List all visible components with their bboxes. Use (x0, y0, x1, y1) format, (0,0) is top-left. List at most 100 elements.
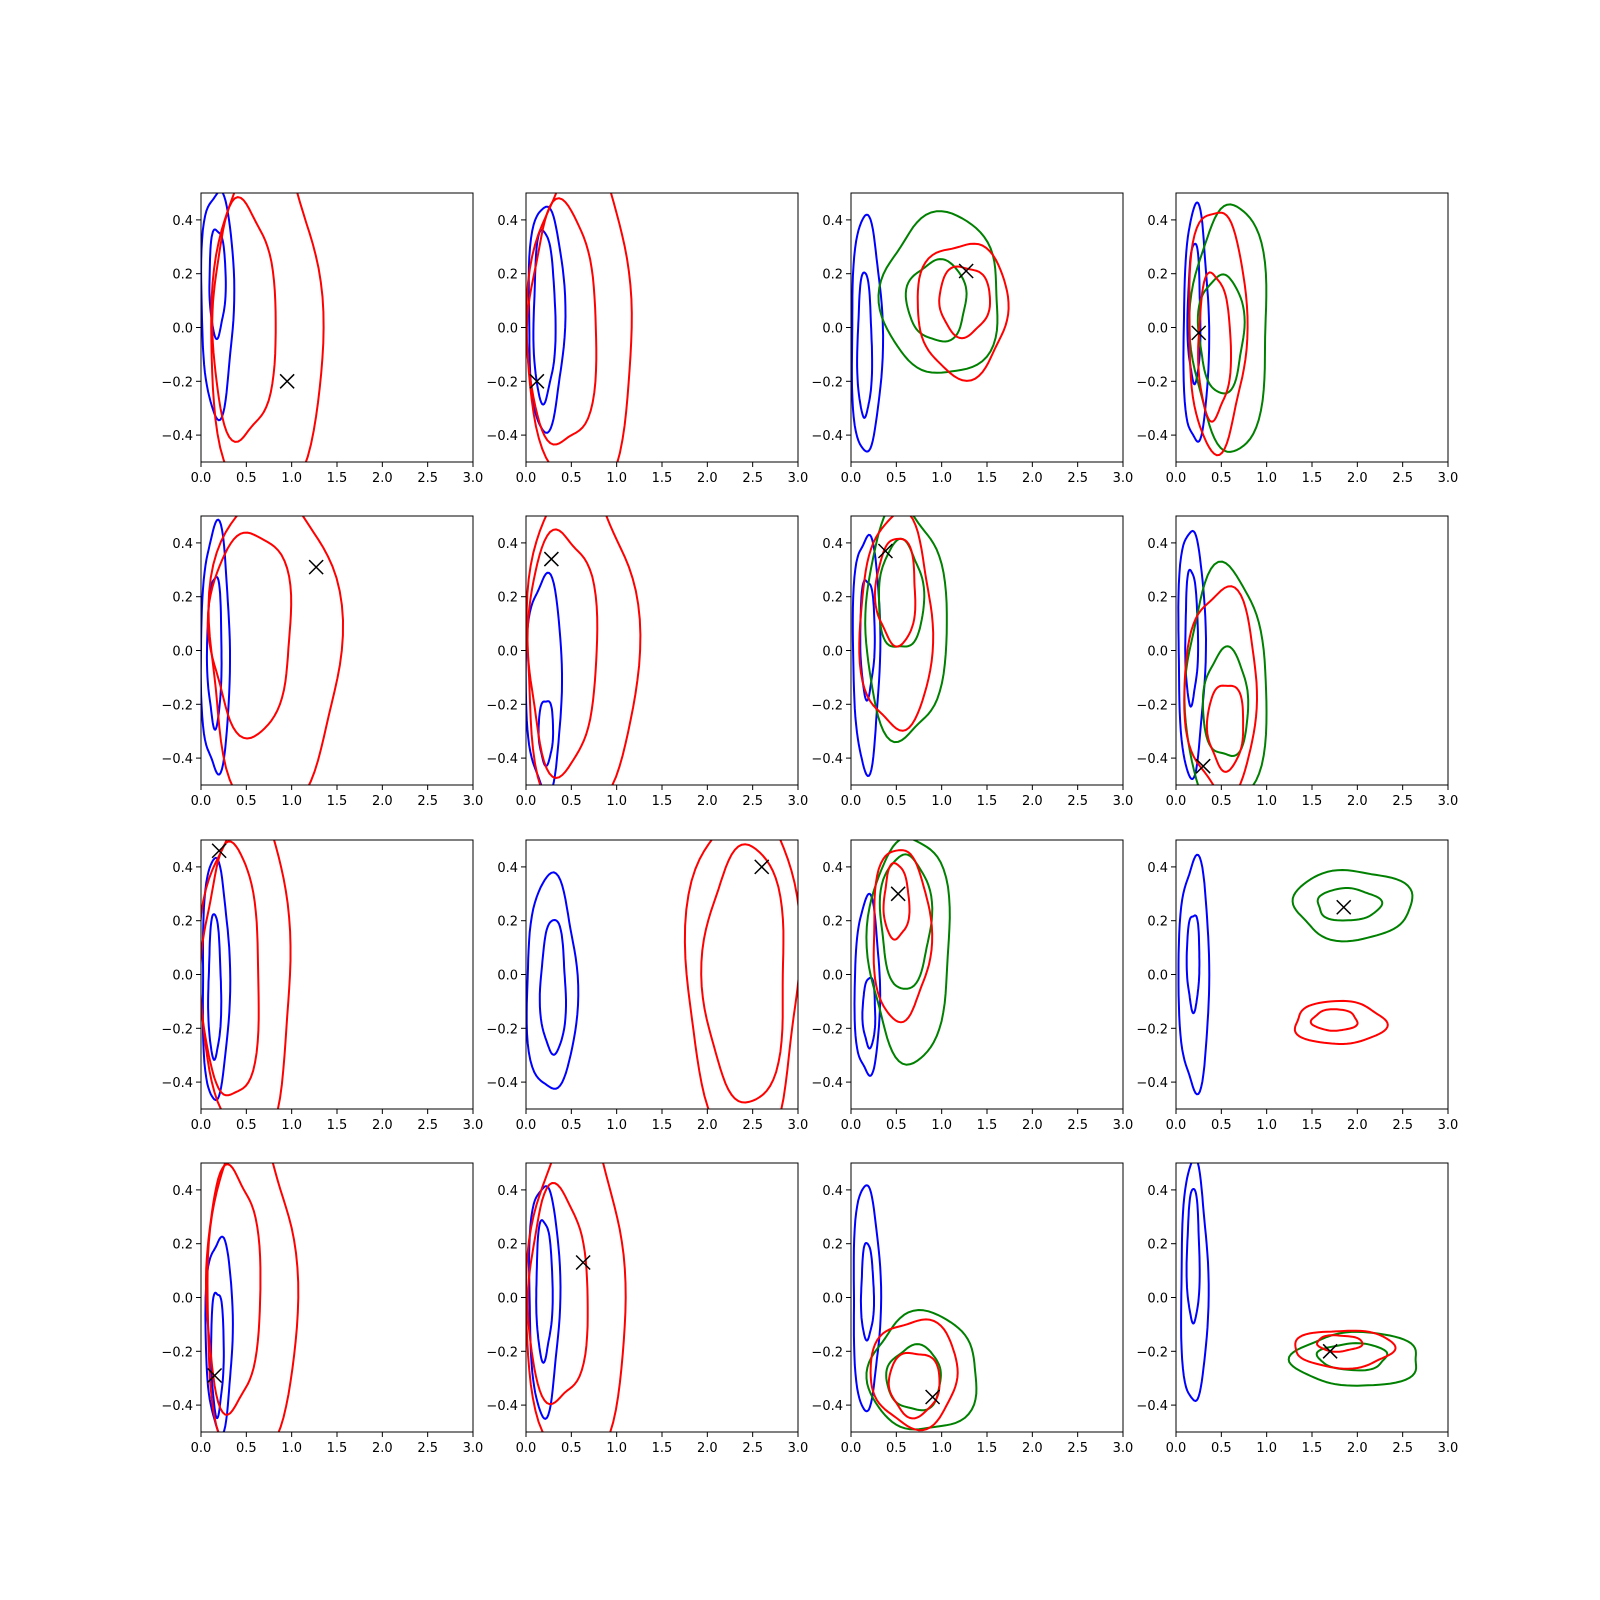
contour-blue (538, 919, 567, 1056)
subplot-2-1: 0.0 0.5 1.0 1.5 2.0 2.5 3.0 −0.4 −0.2 0.0 0.2 0.4 (161, 515, 483, 809)
y-tick-label: −0.4 (161, 429, 193, 444)
contour-red (700, 843, 785, 1104)
contour-blue (537, 700, 555, 768)
y-tick-label: 0.2 (822, 915, 843, 930)
y-tick-label: −0.4 (1136, 1076, 1168, 1091)
contour-red (1183, 585, 1258, 785)
x-marker (308, 559, 324, 575)
x-tick-label: 0.0 (1166, 471, 1187, 486)
contour-blue (851, 213, 885, 453)
subplot-2-4: 0.0 0.5 1.0 1.5 2.0 2.5 3.0 −0.4 −0.2 0.0 0.2 0.4 (1136, 515, 1458, 809)
x-marker (1336, 899, 1352, 915)
y-tick-label: 0.2 (172, 915, 193, 930)
x-tick-label: 0.5 (236, 1441, 257, 1456)
axes-frame (1175, 192, 1449, 463)
contour-green (877, 210, 999, 374)
subplot-1-1: 0.0 0.5 1.0 1.5 2.0 2.5 3.0 −0.4 −0.2 0.0 0.2 0.4 (161, 192, 484, 486)
y-tick-label: 0.0 (822, 1292, 843, 1307)
contour-red (526, 1182, 589, 1406)
y-tick-label: −0.2 (486, 1345, 518, 1360)
y-tick-label: −0.2 (1136, 1345, 1168, 1360)
x-marker (890, 886, 906, 902)
x-tick-label: 1.0 (931, 471, 952, 486)
contour-red (207, 516, 344, 785)
x-tick-label: 1.0 (606, 794, 627, 809)
y-tick-label: 0.4 (497, 861, 518, 876)
y-tick-label: −0.2 (486, 375, 518, 390)
x-tick-label: 0.0 (191, 794, 212, 809)
contour-blue (535, 1219, 554, 1364)
x-tick-label: 2.5 (1067, 1118, 1088, 1133)
x-tick-label: 1.0 (281, 1441, 302, 1456)
x-tick-label: 1.5 (652, 471, 673, 486)
contour-blue (532, 229, 557, 406)
axes-frame (200, 1162, 474, 1433)
contour-red (201, 840, 260, 1097)
contour-group (526, 516, 642, 785)
y-tick-label: 0.4 (1147, 861, 1168, 876)
y-tick-label: 0.4 (1147, 1184, 1168, 1199)
contour-blue (1180, 1163, 1210, 1402)
x-tick-label: 1.5 (327, 1441, 348, 1456)
x-tick-label: 2.0 (1022, 1118, 1043, 1133)
x-tick-label: 0.5 (561, 794, 582, 809)
contour-blue (1185, 1188, 1201, 1325)
x-tick-label: 1.5 (977, 471, 998, 486)
x-tick-label: 2.5 (1392, 1118, 1413, 1133)
contour-blue (859, 1242, 875, 1342)
axes-frame (1175, 1162, 1449, 1433)
contour-blue (1185, 914, 1201, 1015)
x-tick-label: 2.0 (372, 1441, 393, 1456)
x-tick-label: 2.0 (1347, 1118, 1368, 1133)
contour-red (869, 1318, 959, 1432)
y-tick-label: −0.4 (161, 1076, 193, 1091)
y-tick-label: −0.2 (1136, 1022, 1168, 1037)
contour-green (1287, 1330, 1418, 1387)
x-tick-label: 1.0 (1256, 1441, 1277, 1456)
y-tick-label: 0.0 (172, 645, 193, 660)
contour-group (201, 516, 344, 785)
y-tick-label: 0.0 (497, 969, 518, 984)
contour-red (1309, 1008, 1359, 1032)
x-tick-label: 2.5 (742, 1441, 763, 1456)
x-tick-label: 0.0 (191, 471, 212, 486)
x-tick-label: 2.0 (1347, 1441, 1368, 1456)
contour-group (201, 840, 292, 1109)
x-tick-label: 1.0 (1256, 794, 1277, 809)
x-tick-label: 2.5 (1392, 794, 1413, 809)
y-tick-label: 0.2 (1147, 268, 1168, 283)
contour-red (683, 840, 798, 1109)
x-tick-label: 2.5 (742, 1118, 763, 1133)
y-tick-label: −0.2 (1136, 698, 1168, 713)
contour-red (201, 840, 292, 1109)
subplot-4-3: 0.0 0.5 1.0 1.5 2.0 2.5 3.0 −0.4 −0.2 0.0 0.2 0.4 (811, 1162, 1133, 1456)
y-tick-label: 0.2 (822, 591, 843, 606)
y-tick-label: 0.2 (497, 591, 518, 606)
x-tick-label: 2.5 (417, 471, 438, 486)
y-tick-label: −0.2 (161, 1345, 193, 1360)
y-tick-label: 0.0 (822, 969, 843, 984)
y-tick-label: 0.4 (497, 537, 518, 552)
x-tick-label: 1.0 (281, 794, 302, 809)
x-tick-label: 0.0 (841, 794, 862, 809)
subplot-4-2: 0.0 0.5 1.0 1.5 2.0 2.5 3.0 −0.4 −0.2 0.0 0.2 0.4 (486, 1162, 808, 1456)
contour-blue (201, 856, 232, 1101)
x-tick-label: 2.0 (697, 1441, 718, 1456)
y-tick-label: −0.4 (811, 1076, 843, 1091)
subplot-4-4: 0.0 0.5 1.0 1.5 2.0 2.5 3.0 −0.4 −0.2 0.0 0.2 0.4 (1136, 1162, 1458, 1456)
contour-group (1177, 853, 1414, 1096)
x-tick-label: 3.0 (788, 794, 809, 809)
y-tick-label: 0.0 (1147, 969, 1168, 984)
x-tick-label: 2.5 (417, 794, 438, 809)
y-tick-label: 0.0 (822, 322, 843, 337)
x-tick-label: 1.0 (606, 1118, 627, 1133)
y-tick-label: 0.4 (1147, 537, 1168, 552)
axes-frame (200, 839, 474, 1110)
y-tick-label: 0.0 (172, 969, 193, 984)
y-tick-label: −0.2 (811, 1022, 843, 1037)
x-tick-label: 3.0 (463, 471, 484, 486)
subplot-1-3: 0.0 0.5 1.0 1.5 2.0 2.5 3.0 −0.4 −0.2 0.0 0.2 0.4 (811, 192, 1133, 486)
contour-red (1188, 211, 1249, 457)
contour-red (916, 242, 1010, 382)
